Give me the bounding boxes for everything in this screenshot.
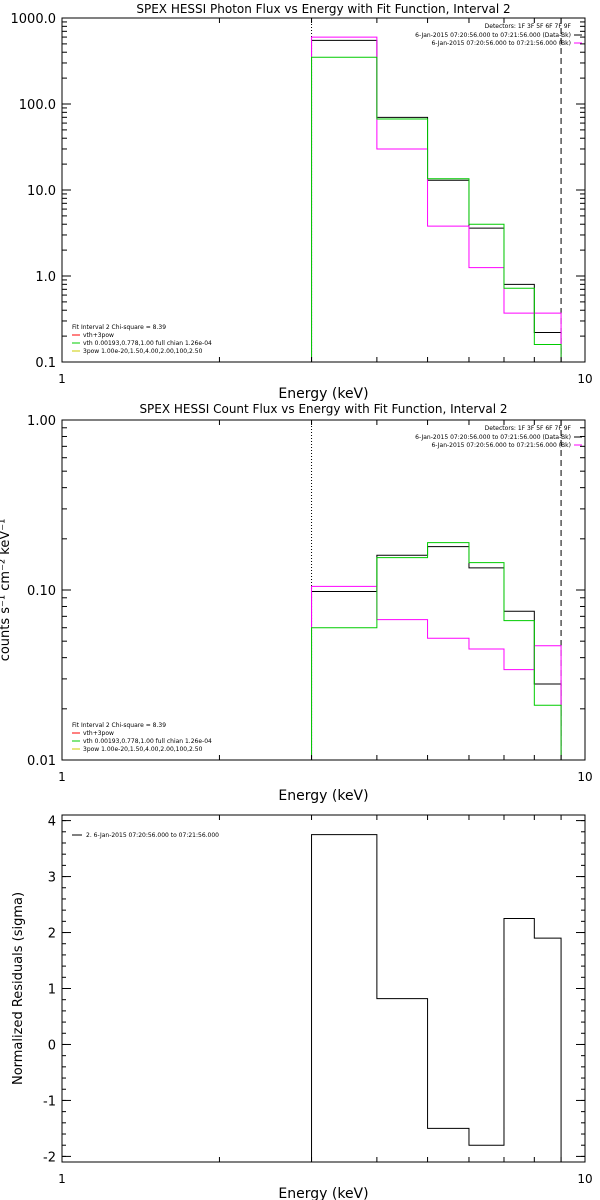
chart-title: SPEX HESSI Count Flux vs Energy with Fit…: [139, 402, 507, 416]
x-axis-label: Energy (keV): [278, 386, 368, 402]
y-tick-label: 1.0: [35, 270, 56, 285]
y-tick-label: 0: [48, 1038, 56, 1053]
legend-entry-label: 3pow 1.00e-20,1.50,4.00,2.00,100,2.50: [83, 746, 203, 753]
legend-fit-header: Fit Interval 2 Chi-square = 8.39: [72, 722, 166, 729]
y-tick-label: 1000.0: [11, 12, 57, 27]
legend-entry-label: vth 0.00193,0.778,1.00 full chian 1.26e-…: [83, 340, 212, 347]
legend-entry-label: vth+3pow: [83, 332, 114, 339]
legend-detectors: Detectors: 1F 3F 5F 6F 7F 9F: [485, 425, 572, 432]
plot-frame: [61, 814, 586, 1163]
chart-panel-1: SPEX HESSI Photon Flux vs Energy with Fi…: [11, 2, 593, 402]
y-tick-label: 0.01: [27, 754, 56, 769]
legend-entry-label: 6-Jan-2015 07:20:56.000 to 07:21:56.000 …: [431, 442, 571, 449]
x-axis-label: Energy (keV): [278, 1186, 368, 1200]
legend-entry-label: 6-Jan-2015 07:20:56.000 to 07:21:56.000 …: [431, 40, 571, 47]
series-line-1: [311, 546, 562, 760]
x-tick-label: 10: [577, 372, 592, 386]
y-tick-label: 1: [48, 983, 56, 998]
y-tick-label: 3: [48, 871, 56, 886]
x-tick-label: 1: [58, 372, 66, 386]
legend-entry-label: vth 0.00193,0.778,1.00 full chian 1.26e-…: [83, 738, 212, 745]
x-tick-label: 1: [58, 770, 66, 784]
y-axis-label: Normalized Residuals (sigma): [11, 892, 26, 1085]
chart-panel-2: SPEX HESSI Count Flux vs Energy with Fit…: [0, 402, 593, 804]
series-line-3: [311, 542, 562, 760]
legend-entry-label: 6-Jan-2015 07:20:56.000 to 07:21:56.000 …: [415, 434, 571, 441]
y-tick-label: 1.00: [27, 414, 56, 429]
x-tick-label: 10: [577, 1172, 592, 1186]
plot-frame: [61, 17, 586, 363]
chart-title: SPEX HESSI Photon Flux vs Energy with Fi…: [136, 2, 510, 16]
y-axis-label: counts s⁻¹ cm⁻² keV⁻¹: [0, 519, 13, 662]
x-axis-label: Energy (keV): [278, 788, 368, 804]
y-tick-label: 100.0: [19, 98, 56, 113]
x-tick-label: 1: [58, 1172, 66, 1186]
legend-entry-label: 3pow 1.00e-20,1.50,4.00,2.00,100,2.50: [83, 348, 203, 355]
legend-entry-label: 6-Jan-2015 07:20:56.000 to 07:21:56.000 …: [415, 32, 571, 39]
legend-entry-label: 2. 6-Jan-2015 07:20:56.000 to 07:21:56.0…: [86, 832, 219, 839]
y-tick-label: -1: [43, 1094, 56, 1109]
legend-fit-header: Fit Interval 2 Chi-square = 8.39: [72, 324, 166, 331]
legend-entry-label: vth+3pow: [83, 730, 114, 737]
legend-detectors: Detectors: 1F 3F 5F 6F 7F 9F: [485, 23, 572, 30]
series-line-1: [311, 834, 562, 1162]
y-tick-label: -2: [43, 1150, 56, 1165]
series-line-3: [311, 56, 562, 362]
y-tick-label: 10.0: [27, 184, 56, 199]
chart-panel-3: 1 10 -2 -1 0 1 2 3 4 Energy (keV) Normalized Resid…: [11, 814, 593, 1200]
x-tick-label: 10: [577, 770, 592, 784]
y-tick-label: 2: [48, 927, 56, 942]
y-tick-label: 0.10: [27, 584, 56, 599]
y-tick-label: 4: [48, 815, 56, 830]
y-tick-label: 0.1: [35, 356, 56, 371]
